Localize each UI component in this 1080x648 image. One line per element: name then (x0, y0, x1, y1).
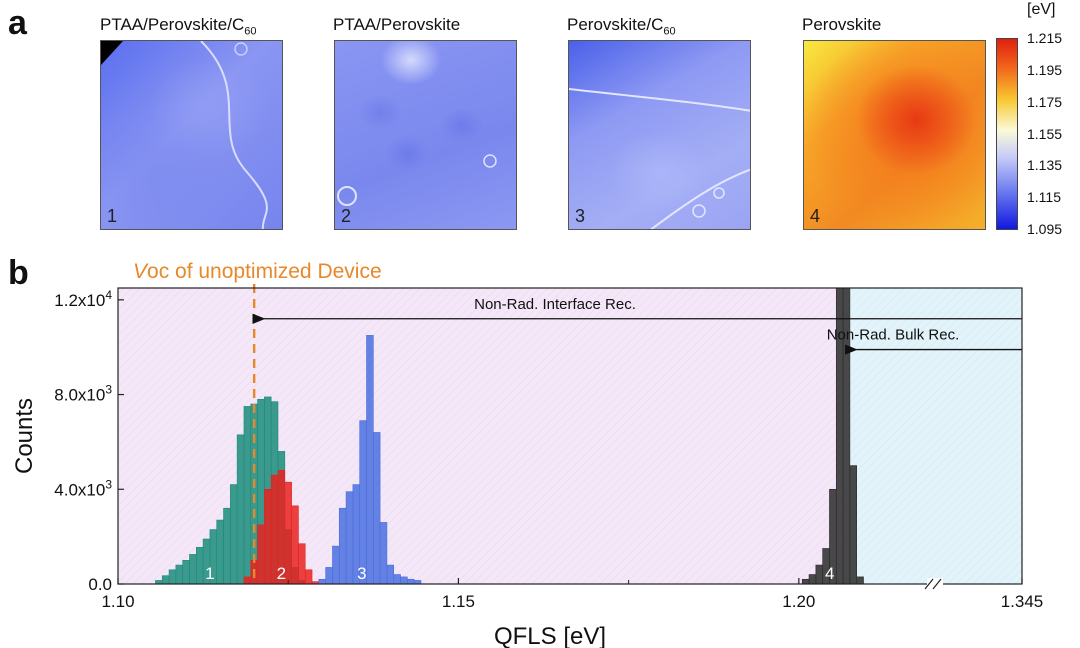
map-4-number: 4 (810, 206, 821, 226)
interface-rec-label: Non-Rad. Interface Rec. (474, 296, 636, 313)
histogram-bar-series-3 (318, 578, 326, 585)
histogram-bar-series-1 (175, 564, 183, 585)
colorbar-tick: 1.135 (1027, 157, 1063, 173)
map-2-overlay (337, 154, 497, 206)
histogram-bar-series-4 (808, 574, 817, 585)
histogram-bar-series-1 (236, 434, 245, 585)
qfls-histogram: 1 2 3 4 Non-Rad. Interface Rec. Non-Rad. Bul… (11, 284, 1044, 648)
qfls-map-2: 2 (334, 40, 517, 230)
histogram-bar-series-1 (230, 484, 238, 585)
map-1-dark-corner (101, 41, 123, 65)
map-1-title: PTAA/Perovskite/C60 (100, 15, 257, 38)
histogram-bar-series-3 (359, 420, 367, 585)
histogram-bar-series-1 (243, 406, 252, 585)
histogram-bar-series-1 (161, 575, 170, 585)
histogram-bar-series-2 (291, 505, 299, 585)
colorbar-tick: 1.215 (1027, 30, 1063, 46)
qfls-map-4: 4 (803, 40, 986, 230)
x-tick-label: 1.345 (1001, 592, 1044, 611)
map-2-number: 2 (341, 206, 352, 226)
histogram-bar-series-2 (257, 524, 265, 585)
series-label-3: 3 (357, 564, 366, 583)
colorbar-tick: 1.115 (1027, 189, 1061, 205)
map-3-crack-bottom (650, 168, 750, 229)
map-3-overlay (569, 88, 750, 229)
histogram-bar-series-1 (223, 507, 231, 585)
y-tick-label: 8.0x103 (54, 383, 112, 405)
series-label-2: 2 (277, 564, 286, 583)
map-3-crack-top (569, 88, 750, 112)
histogram-bar-series-2 (304, 569, 313, 585)
histogram-bar-series-4 (856, 576, 864, 585)
histogram-bar-series-3 (373, 432, 381, 585)
map-1-crack (200, 41, 268, 229)
colorbar-unit: [eV] (1027, 1, 1056, 18)
histogram-bar-series-4 (849, 465, 858, 585)
x-tick-label: 1.10 (101, 592, 134, 611)
map-3-pinhole (692, 204, 706, 218)
axis-break-mark (932, 578, 942, 590)
histogram-bar-series-3 (332, 545, 340, 585)
histogram-bar-series-2 (243, 576, 252, 585)
map-1-overlay (101, 41, 268, 229)
histogram-bar-series-3 (325, 567, 333, 585)
map-3-pinhole-2 (713, 187, 725, 199)
x-tick-label: 1.20 (782, 592, 815, 611)
histogram-bar-series-3 (338, 507, 347, 585)
region-hatch (846, 288, 1022, 584)
voc-label: Voc of unoptimized Device (133, 260, 382, 283)
map-1-number: 1 (107, 206, 118, 226)
histogram-bar-series-3 (379, 522, 388, 585)
bulk-rec-label: Non-Rad. Bulk Rec. (827, 327, 960, 344)
map-2-pinhole-small (483, 154, 497, 168)
histogram-bar-series-3 (366, 335, 374, 585)
plot-frame (117, 287, 1023, 585)
qfls-map-1: 1 (100, 40, 283, 230)
histogram-bar-series-1 (216, 519, 224, 585)
histogram-bar-series-1 (189, 554, 197, 585)
histogram-bar-series-2 (264, 488, 272, 585)
axis-break-mark (924, 578, 934, 590)
map-2-title: PTAA/Perovskite (333, 15, 461, 34)
histogram-bar-series-3 (393, 574, 401, 585)
histogram-bar-series-3 (345, 491, 354, 585)
colorbar-tick: 1.175 (1027, 94, 1063, 110)
panel-b-letter: b (8, 254, 29, 292)
map-3-number: 3 (575, 206, 586, 226)
map-3-title: Perovskite/C60 (567, 15, 676, 38)
map-4-title: Perovskite (802, 15, 882, 34)
colorbar-tick: 1.095 (1027, 221, 1063, 237)
series-label-4: 4 (825, 564, 834, 583)
panel-a-letter: a (8, 4, 27, 42)
histogram-bar-series-3 (386, 564, 395, 585)
colorbar (996, 38, 1018, 230)
y-axis-label: Counts (11, 398, 38, 474)
histogram-bar-series-1 (182, 560, 190, 585)
histogram-bar-series-1 (195, 546, 204, 585)
histogram-bar-series-1 (168, 569, 177, 585)
y-tick-label: 4.0x103 (54, 477, 112, 499)
series-label-1: 1 (205, 564, 214, 583)
y-tick-label: 0.0 (88, 575, 112, 594)
histogram-bar-series-2 (298, 543, 306, 585)
histogram-bar-series-3 (400, 576, 408, 585)
x-tick-label: 1.15 (442, 592, 475, 611)
colorbar-tick: 1.195 (1027, 62, 1063, 78)
histogram-bar-series-4 (801, 578, 810, 585)
x-axis-label: QFLS [eV] (494, 623, 606, 648)
map-2-pinhole (337, 186, 357, 206)
map-1-pinhole (234, 42, 248, 56)
histogram-bar-series-3 (407, 578, 415, 585)
histogram-bar-series-4 (815, 564, 823, 585)
colorbar-tick: 1.155 (1027, 126, 1063, 142)
y-tick-label: 1.2x104 (54, 288, 112, 310)
qfls-map-3: 3 (568, 40, 751, 230)
